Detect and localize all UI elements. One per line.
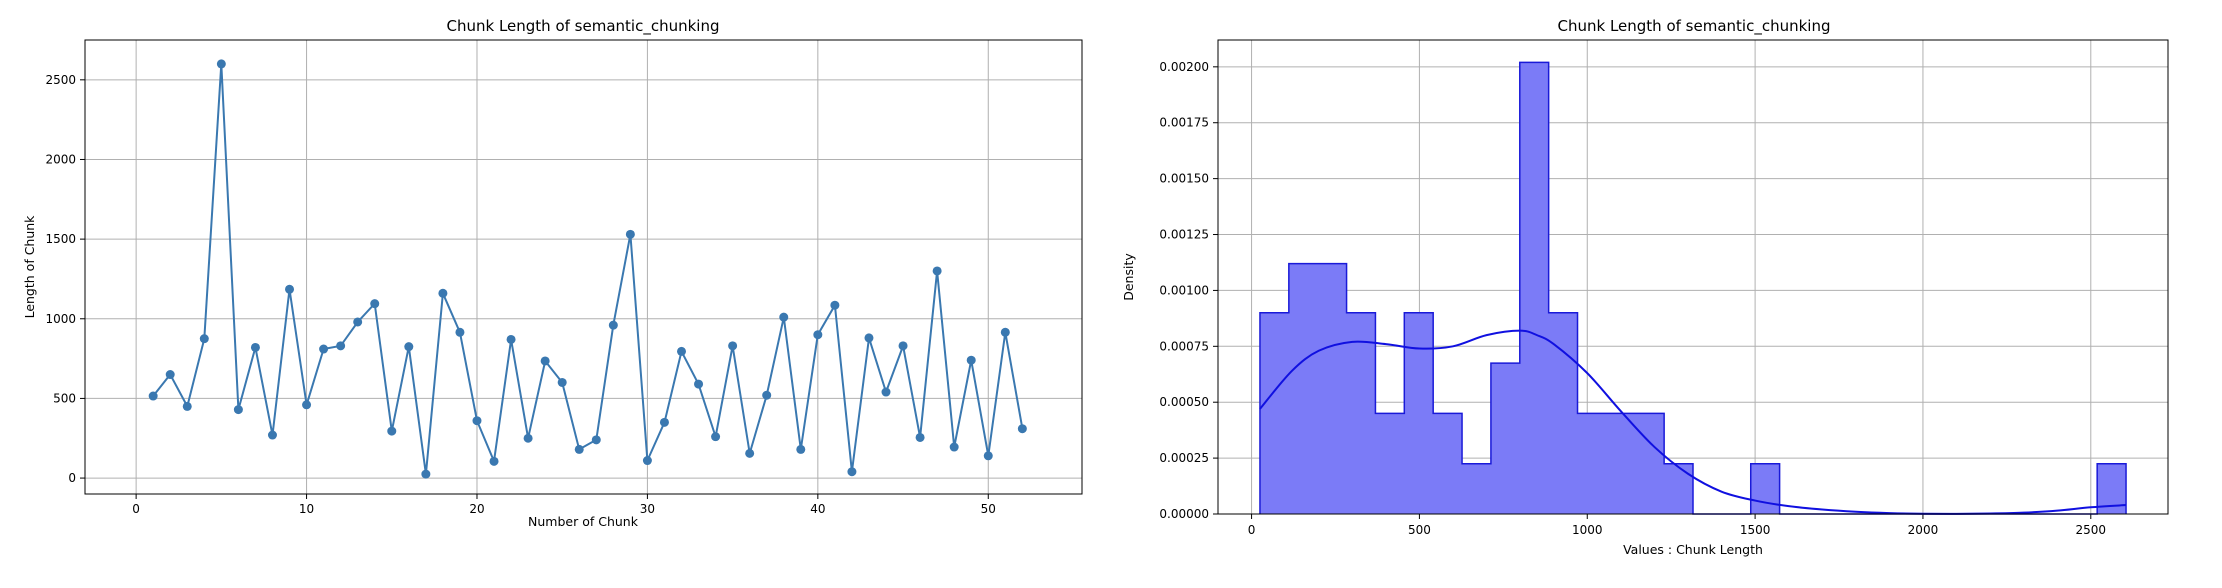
data-point [336, 341, 346, 351]
data-point [285, 284, 295, 294]
data-point [625, 229, 635, 239]
data-point [370, 299, 380, 309]
x-tick-label: 1500 [1740, 523, 1771, 537]
x-tick-label: 0 [1248, 523, 1256, 537]
x-tick-label: 10 [299, 502, 314, 516]
left-chart-title: Chunk Length of semantic_chunking [447, 17, 720, 36]
y-tick-label: 0.00050 [1159, 395, 1209, 409]
x-tick-label: 40 [810, 502, 825, 516]
data-point [591, 435, 601, 445]
data-point [932, 266, 942, 276]
data-point [779, 312, 789, 322]
data-point [267, 430, 277, 440]
data-point [233, 405, 243, 415]
y-tick-label: 0.00150 [1159, 172, 1209, 186]
left-plot-frame [84, 39, 1083, 495]
y-tick-label: 0.00000 [1159, 507, 1209, 521]
right-chart-title: Chunk Length of semantic_chunking [1558, 17, 1831, 36]
x-tick-label: 0 [132, 502, 140, 516]
data-point [353, 317, 363, 327]
y-tick-label: 1000 [45, 312, 76, 326]
data-point [421, 469, 431, 479]
data-point [659, 417, 669, 427]
data-point [148, 391, 158, 401]
data-point [455, 327, 465, 337]
histogram-chunk-length: Chunk Length of semantic_chunking 0 500 10… [1121, 17, 2169, 557]
data-point [472, 416, 482, 426]
data-point [165, 370, 175, 380]
data-point [438, 288, 448, 298]
data-point [830, 300, 840, 310]
data-point [881, 387, 891, 397]
data-point [489, 456, 499, 466]
data-point [642, 456, 652, 466]
data-point [813, 330, 823, 340]
data-point [506, 334, 516, 344]
data-point [523, 433, 533, 443]
data-point [557, 377, 567, 387]
data-point [319, 344, 329, 354]
data-point [1000, 327, 1010, 337]
data-point [745, 448, 755, 458]
data-point [182, 401, 192, 411]
left-gridlines [85, 40, 1082, 494]
data-point [574, 444, 584, 454]
data-point [387, 426, 397, 436]
x-tick-label: 2000 [1908, 523, 1939, 537]
y-tick-label: 0.00025 [1159, 451, 1209, 465]
data-point [1017, 424, 1027, 434]
y-tick-label: 0 [68, 471, 76, 485]
y-tick-label: 0.00075 [1159, 339, 1209, 353]
left-x-axis-label: Number of Chunk [528, 514, 639, 529]
data-point [966, 355, 976, 365]
data-point [847, 467, 857, 477]
data-point [711, 432, 721, 442]
data-points [148, 59, 1027, 479]
x-tick-label: 30 [640, 502, 655, 516]
data-point [983, 451, 993, 461]
x-tick-label: 1000 [1572, 523, 1603, 537]
data-point [250, 342, 260, 352]
x-tick-label: 50 [981, 502, 996, 516]
y-tick-label: 0.00200 [1159, 60, 1209, 74]
right-y-axis-label: Density [1121, 253, 1136, 301]
x-tick-label: 500 [1408, 523, 1431, 537]
right-plot-frame [1217, 39, 2169, 515]
data-point [302, 400, 312, 410]
data-point [608, 320, 618, 330]
series-line [152, 63, 1024, 475]
data-point [540, 356, 550, 366]
data-point [199, 334, 209, 344]
y-tick-label: 0.00100 [1159, 283, 1209, 297]
data-point [915, 432, 925, 442]
left-y-axis-label: Length of Chunk [22, 215, 37, 319]
right-x-axis-label: Values : Chunk Length [1623, 542, 1763, 557]
data-point [762, 390, 772, 400]
x-tick-label: 20 [469, 502, 484, 516]
y-tick-label: 500 [53, 391, 76, 405]
data-point [694, 379, 704, 389]
data-point [949, 442, 959, 452]
line-chart-chunk-length: Chunk Length of semantic_chunking 0 10 20 3… [22, 17, 1083, 529]
y-tick-label: 2500 [45, 73, 76, 87]
x-tick-label: 2500 [2076, 523, 2107, 537]
y-tick-label: 0.00125 [1159, 228, 1209, 242]
y-tick-label: 2000 [45, 152, 76, 166]
data-point [864, 333, 874, 343]
data-point [796, 444, 806, 454]
histogram-fill [1259, 62, 2127, 514]
y-tick-label: 1500 [45, 232, 76, 246]
data-point [728, 341, 738, 351]
y-tick-label: 0.00175 [1159, 116, 1209, 130]
data-point [404, 342, 414, 352]
data-point [216, 59, 226, 69]
data-point [898, 341, 908, 351]
right-tick-labels: 0 500 1000 1500 2000 2500 0.00000 0.00025 0.0005… [1159, 60, 2106, 537]
data-point [676, 346, 686, 356]
